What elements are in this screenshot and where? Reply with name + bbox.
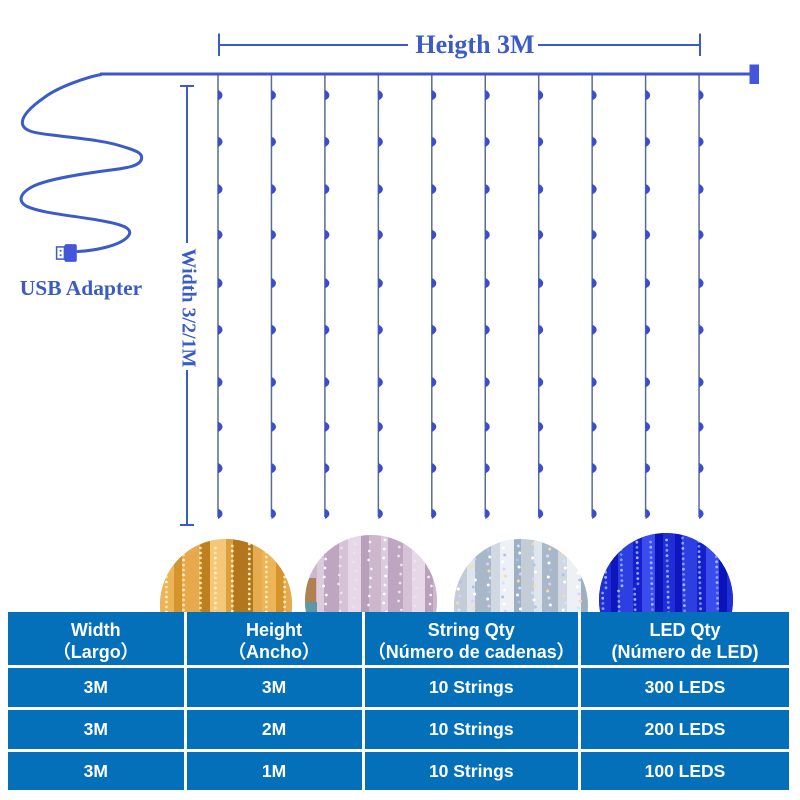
svg-text:Heigth 3M: Heigth 3M — [415, 30, 534, 59]
svg-text:USB Adapter: USB Adapter — [20, 276, 143, 300]
svg-text:Width 3/2/1M: Width 3/2/1M — [178, 248, 200, 367]
